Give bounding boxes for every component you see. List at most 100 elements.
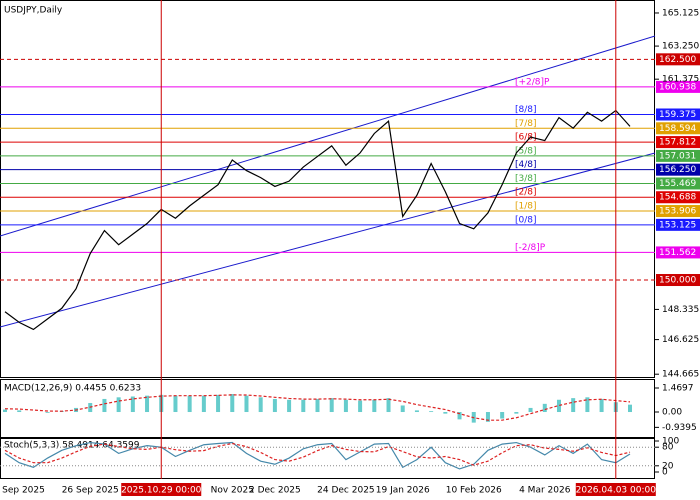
histogram-bar (585, 397, 590, 413)
y-tick-label: 1.4697 (662, 384, 694, 394)
histogram-bar (272, 398, 277, 413)
oscillator-line (4, 442, 631, 466)
level-label: 155.469 (659, 179, 696, 189)
level-label: 154.688 (659, 193, 696, 203)
level-label-bg (656, 205, 700, 218)
level-label-bg (656, 246, 700, 259)
level-name: [8/8] (515, 105, 537, 115)
level-label-bg (656, 80, 700, 93)
histogram-bar (201, 395, 206, 413)
channel-upper (0, 35, 656, 237)
histogram-bar (315, 398, 320, 413)
histogram-bar (130, 396, 135, 413)
level-label-bg (656, 53, 700, 66)
histogram-bar (571, 398, 576, 413)
histogram-bar (500, 412, 505, 419)
level-label-bg (656, 274, 700, 287)
level-label: 157.031 (659, 151, 696, 161)
histogram-bar (287, 399, 292, 413)
level-name: [1/8] (515, 202, 537, 212)
x-tick-label: 24 Dec 2025 (317, 486, 375, 496)
histogram-bar (386, 398, 391, 413)
macd-frame (0, 379, 655, 438)
y-tick-label: 144.665 (662, 370, 699, 380)
histogram-bar (329, 398, 334, 413)
level-label-bg (656, 163, 700, 176)
x-tick-label: 2025.10.29 00:00 (121, 486, 202, 496)
histogram-bar (443, 412, 448, 414)
histogram-bar (116, 397, 121, 413)
y-tick-label: 163.250 (662, 42, 699, 52)
histogram-bar (429, 411, 434, 413)
level-name: [5/8] (515, 146, 537, 156)
x-tick-label: 19 Jan 2026 (376, 486, 430, 496)
level-label: 157.812 (659, 138, 696, 148)
histogram-bar (372, 399, 377, 413)
histogram-bar (145, 395, 150, 413)
x-tick-label: 10 Feb 2026 (446, 486, 502, 496)
level-label: 162.500 (659, 55, 696, 65)
price-line (4, 109, 631, 331)
histogram-bar (400, 405, 405, 413)
histogram-bar (528, 407, 533, 413)
histogram-bar (301, 399, 306, 413)
level-name: [+2/8]P (515, 77, 550, 87)
x-tick-label: 26 Sep 2025 (62, 486, 119, 496)
y-tick-label: 0.00 (662, 408, 682, 418)
level-label-bg (656, 122, 700, 135)
y-tick-label: 146.625 (662, 335, 699, 345)
histogram-bar (457, 412, 462, 420)
histogram-bar (244, 395, 249, 413)
histogram-bar (187, 395, 192, 413)
level-label-bg (656, 191, 700, 204)
y-tick-label: 148.335 (662, 305, 699, 315)
level-label-bg (656, 177, 700, 190)
histogram-bar (599, 398, 604, 413)
x-tick-label: 2026.04.03 00:00 (576, 486, 657, 496)
level-name: [-2/8]P (515, 243, 546, 253)
histogram-bar (485, 412, 490, 422)
y-tick-label: -0.9395 (662, 423, 697, 433)
y-tick-label: 80 (662, 443, 674, 453)
histogram-bar (17, 410, 22, 413)
oscillator-line (4, 441, 631, 470)
level-label: 158.594 (659, 124, 696, 134)
level-label: 150.000 (659, 276, 696, 286)
date-label-bg (121, 483, 202, 496)
histogram-bar (102, 398, 107, 413)
chart-title: USDJPY,Daily (4, 6, 63, 16)
level-label-bg (656, 136, 700, 149)
histogram-bar (414, 410, 419, 413)
y-tick-label: 161.375 (662, 75, 699, 85)
level-name: [0/8] (515, 215, 537, 225)
level-label: 153.906 (659, 207, 696, 217)
histogram-bar (542, 403, 547, 413)
channel-lower (0, 152, 656, 328)
level-name: [4/8] (515, 160, 537, 170)
level-label-bg (656, 149, 700, 162)
histogram-bar (628, 404, 632, 413)
level-label: 159.375 (659, 110, 696, 120)
histogram-bar (3, 409, 7, 413)
signal-line (4, 394, 631, 421)
histogram-bar (258, 397, 263, 413)
level-label: 153.125 (659, 220, 696, 230)
histogram-bar (514, 412, 519, 414)
y-tick-label: 20 (662, 461, 674, 471)
level-label: 160.938 (659, 82, 696, 92)
histogram-bar (556, 399, 561, 413)
level-name: [2/8] (515, 188, 537, 198)
y-tick-label: 100 (662, 437, 679, 447)
x-tick-label: 4 Sep 2025 (0, 486, 45, 496)
x-tick-label: 2 Dec 2025 (249, 486, 301, 496)
y-tick-label: 0 (662, 468, 668, 478)
level-name: [3/8] (515, 174, 537, 184)
histogram-bar (173, 395, 178, 413)
histogram-bar (230, 394, 235, 413)
level-label: 151.562 (659, 248, 696, 258)
histogram-bar (45, 412, 50, 413)
x-tick-label: 4 Mar 2026 (519, 486, 571, 496)
level-name: [7/8] (515, 119, 537, 129)
level-label: 156.250 (659, 165, 696, 175)
